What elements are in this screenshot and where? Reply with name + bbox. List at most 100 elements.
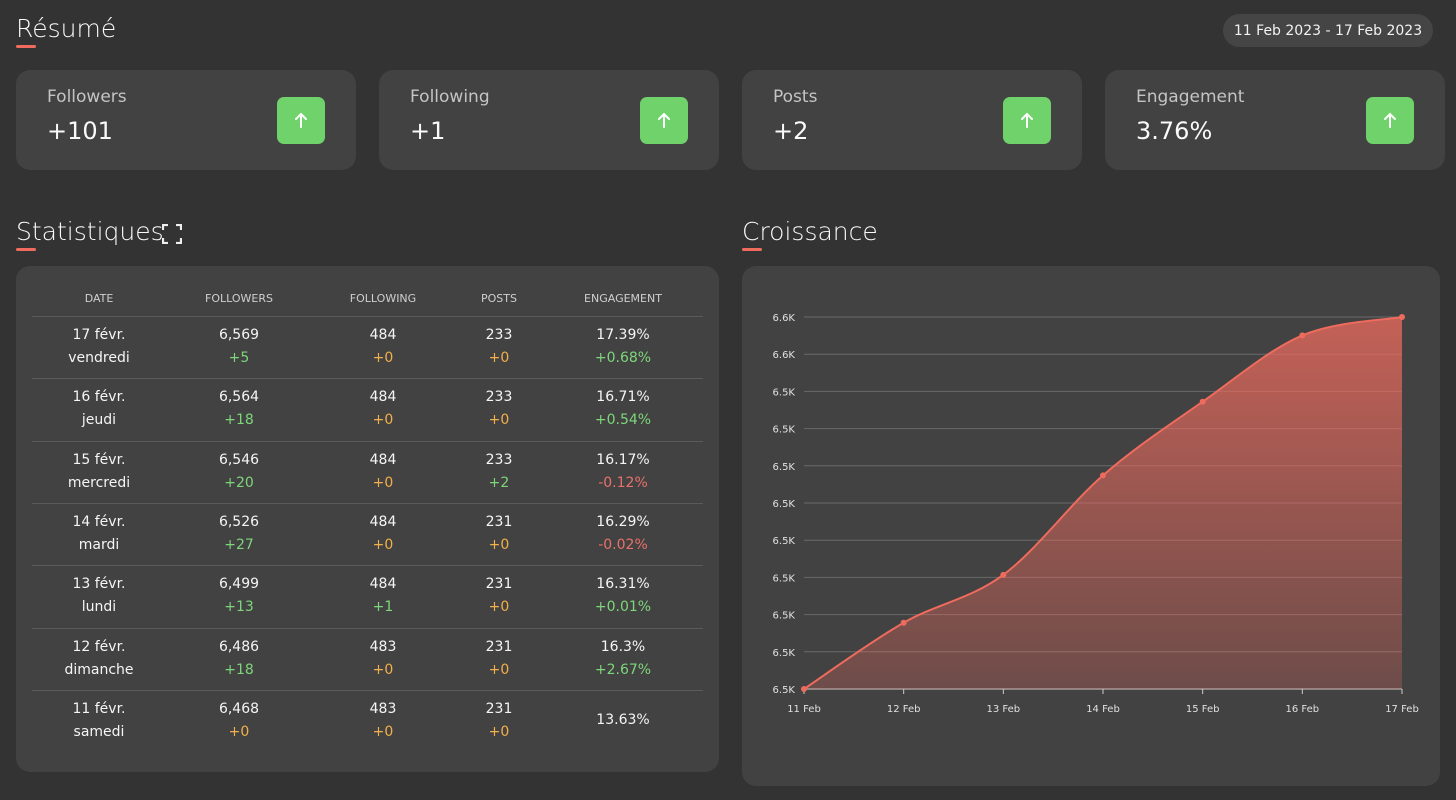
cell-delta: +18 (224, 661, 254, 678)
cell-delta: mercredi (67, 474, 131, 491)
cell-delta: +0 (372, 536, 394, 553)
growth-title: Croissance (742, 217, 878, 246)
card-label: Engagement (1136, 87, 1245, 107)
cell: 484 +0 (370, 511, 397, 557)
cell-delta: dimanche (64, 661, 134, 678)
cell: 6,486 +18 (219, 636, 259, 682)
cell: 233 +0 (486, 386, 513, 432)
cell-value: 484 (369, 513, 397, 530)
cell-delta: +0 (488, 412, 510, 429)
cell-value: 233 (485, 327, 513, 343)
cell: 17.39% +0.68% (595, 324, 651, 370)
cell-value: 233 (485, 451, 513, 468)
point (1399, 314, 1405, 320)
cell-delta: -0.12% (598, 474, 648, 491)
column-header: POSTS (481, 292, 517, 305)
underline (742, 248, 762, 251)
y-tick-label: 6.5K (773, 611, 796, 622)
cell: 6,499 +13 (219, 573, 259, 619)
stat-card: Following +1 (379, 70, 719, 170)
point (1199, 398, 1206, 405)
cell-delta: +2 (488, 474, 510, 491)
cell: 6,546 +20 (219, 449, 259, 495)
y-tick-label: 6.5K (773, 648, 796, 659)
cell: 484 +0 (370, 386, 397, 432)
up-button[interactable] (277, 97, 325, 144)
arrow-icon (295, 112, 307, 128)
cell-delta: +0 (372, 412, 394, 429)
cell-value: 6,564 (218, 389, 260, 406)
cell: 13.63% (596, 709, 649, 732)
cell-value: 484 (369, 576, 397, 593)
cell: 231 +0 (486, 573, 513, 619)
card-label: Posts (773, 87, 818, 107)
cell-delta: +0 (488, 536, 510, 553)
cell: 231 +0 (486, 636, 513, 682)
row-separator (32, 316, 703, 317)
point (900, 619, 907, 626)
up-button[interactable] (640, 97, 688, 144)
row-separator (32, 502, 703, 504)
cell-delta: +13 (224, 599, 254, 616)
cell: 16 févr. jeudi (72, 386, 125, 432)
expand-icon[interactable] (162, 224, 182, 244)
up-button[interactable] (1003, 97, 1051, 144)
chart-card: 6.5K 6.5K 6.5K 6.5K 6.5K 6.5K 6.5K 6.5K 6.5K 6.6K… (742, 266, 1440, 786)
cell-value: 231 (485, 638, 513, 655)
cell-delta: +0.01% (594, 599, 652, 616)
cell-value: 6,499 (218, 576, 260, 593)
chart: 6.5K 6.5K 6.5K 6.5K 6.5K 6.5K 6.5K 6.5K 6.5K 6.6K… (773, 313, 1419, 715)
row-separator (32, 440, 703, 442)
cell-value: 13.63% (596, 711, 650, 728)
cell-delta: -0.02% (598, 536, 648, 553)
cell-delta: lundi (81, 599, 117, 616)
point (1100, 472, 1106, 479)
cell-value: 16 févr. (72, 389, 126, 406)
column-header: ENGAGEMENT (584, 292, 662, 305)
y-tick-label: 6.5K (773, 387, 796, 398)
cell-value: 13 févr. (72, 576, 126, 593)
row-separator (32, 627, 703, 629)
cell-delta: +0.54% (594, 412, 652, 429)
cell-value: 6,468 (218, 700, 260, 717)
cell-delta: +0 (488, 723, 510, 740)
x-tick-label: 12 Feb (887, 704, 921, 715)
row-separator (32, 689, 703, 691)
cell: 483 +0 (370, 698, 397, 744)
cell-delta: jeudi (81, 412, 117, 429)
y-tick-label: 6.6K (773, 313, 796, 324)
card-value: 3.76% (1136, 117, 1213, 145)
x-tick-label: 13 Feb (987, 704, 1021, 715)
date-range[interactable]: 11 Feb 2023 - 17 Feb 2023 (1223, 14, 1433, 47)
cell-value: 6,486 (218, 638, 260, 655)
cell-delta: +0 (488, 599, 510, 616)
column-header: FOLLOWERS (205, 292, 273, 305)
cell-value: 484 (369, 389, 397, 406)
cell-value: 16.71% (596, 389, 650, 406)
resume-title: Résumé (16, 14, 117, 43)
cell: 484 +0 (370, 324, 397, 370)
up-button[interactable] (1366, 97, 1414, 144)
cell-delta: +2.67% (594, 661, 652, 678)
cell-delta: +0 (372, 723, 394, 740)
y-tick-label: 6.6K (773, 350, 796, 361)
cell-value: 15 févr. (72, 451, 126, 468)
y-tick-label: 6.5K (773, 425, 796, 436)
cell: 233 +2 (486, 449, 513, 495)
cell: 16.29% -0.02% (596, 511, 649, 557)
cell-value: 484 (369, 451, 397, 468)
cell-value: 6,569 (218, 327, 260, 343)
cell-value: 16.31% (596, 576, 650, 593)
cell: 231 +0 (486, 698, 513, 744)
cell-delta: samedi (73, 723, 125, 740)
cell-value: 16.3% (600, 638, 646, 655)
underline (16, 248, 36, 251)
row-separator (32, 378, 703, 380)
cell-delta: +1 (372, 599, 394, 616)
stat-card: Followers +101 (16, 70, 356, 170)
stats-title: Statistiques (16, 217, 164, 246)
point (1299, 332, 1306, 339)
cell-value: 231 (485, 700, 513, 717)
cell: 16.71% +0.54% (595, 386, 651, 432)
